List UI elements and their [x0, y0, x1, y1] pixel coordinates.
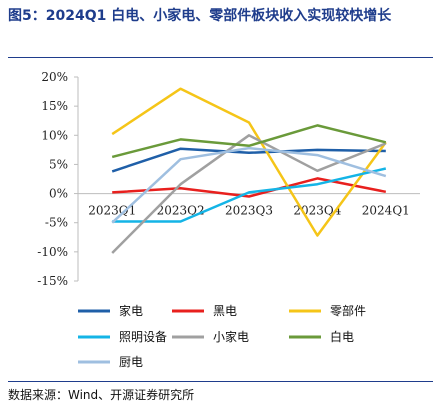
- x-tick-label: 2023Q2: [157, 204, 205, 218]
- data-source-note: 数据来源：Wind、开源证券研究所: [8, 388, 195, 402]
- legend-label: 厨电: [119, 355, 143, 369]
- x-tick-label: 2024Q1: [362, 204, 410, 218]
- x-tick-label: 2023Q1: [88, 204, 136, 218]
- y-tick-label: -5%: [45, 216, 68, 230]
- chart-series: [111, 87, 387, 254]
- source-divider: [8, 381, 433, 382]
- y-tick-label: 20%: [41, 70, 68, 84]
- y-tick-label: -10%: [37, 245, 68, 259]
- legend-label: 零部件: [330, 303, 366, 318]
- y-tick-label: 15%: [41, 99, 68, 113]
- series-line: [112, 167, 387, 223]
- y-axis: 20% 15% 10% 5% 0% -5% -10% -15%: [37, 70, 79, 288]
- series-line: [111, 87, 387, 237]
- series-line: [111, 124, 387, 159]
- y-tick-label: -15%: [37, 274, 68, 288]
- chart-title: 图5：2024Q1 白电、小家电、零部件板块收入实现较快增长: [8, 8, 392, 24]
- legend-label: 小家电: [213, 329, 249, 344]
- series-line: [111, 147, 386, 173]
- legend-label: 家电: [119, 303, 143, 318]
- y-tick-label: 0%: [49, 187, 68, 201]
- series-line: [111, 146, 387, 224]
- legend-label: 黑电: [213, 304, 237, 318]
- series-line: [112, 177, 387, 198]
- legend-label: 照明设备: [119, 330, 167, 344]
- x-tick-label: 2023Q3: [225, 204, 273, 218]
- legend-label: 白电: [330, 329, 354, 344]
- y-tick-label: 5%: [49, 157, 68, 171]
- y-tick-label: 10%: [41, 128, 68, 142]
- title-divider: [8, 57, 433, 58]
- line-chart: 20% 15% 10% 5% 0% -5% -10% -15% 2023Q1 2023Q2 202…: [37, 70, 420, 369]
